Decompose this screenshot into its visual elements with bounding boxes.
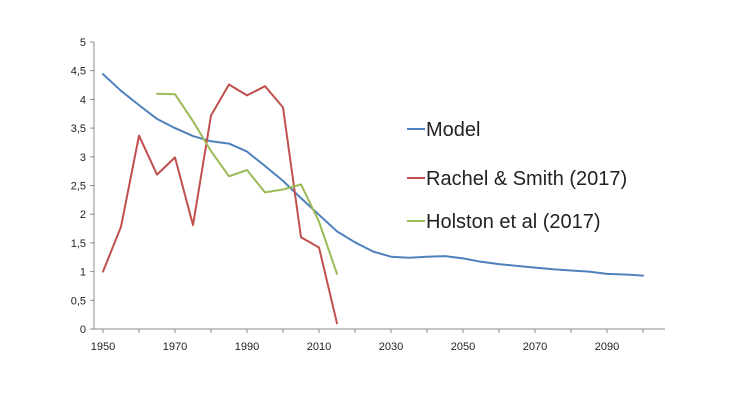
x-tick-label: 1970 (163, 341, 187, 353)
y-tick-label: 4 (80, 94, 86, 106)
y-tick-label: 3,5 (71, 123, 86, 135)
legend-label-model: Model (426, 119, 480, 141)
y-tick-label: 0 (80, 324, 86, 336)
y-tick-label: 4,5 (71, 66, 86, 78)
legend-label-rachel-smith-2017: Rachel & Smith (2017) (426, 168, 627, 190)
series-line-rachel-smith-2017 (102, 83, 338, 325)
y-tick-label: 5 (80, 37, 86, 49)
y-tick-label: 3 (80, 152, 86, 164)
x-tick-label: 1990 (235, 341, 259, 353)
x-tick-label: 1950 (91, 341, 115, 353)
x-tick-label: 2030 (379, 341, 403, 353)
x-tick-label: 2070 (523, 341, 547, 353)
y-tick-label: 1 (80, 267, 86, 279)
y-axis-ticks: 0 0,5 1 1,5 2 2,5 3 3,5 4 4,5 5 (71, 37, 94, 336)
x-tick-label: 2010 (307, 341, 331, 353)
y-tick-label: 0,5 (71, 295, 86, 307)
series-lines (102, 73, 644, 325)
series-line-model (102, 73, 644, 277)
series-line-holston-et-al-2017 (156, 92, 338, 275)
y-tick-label: 2,5 (71, 181, 86, 193)
legend: Model Rachel & Smith (2017) Holston et al … (407, 119, 627, 233)
y-tick-label: 1,5 (71, 238, 86, 250)
x-tick-label: 2090 (595, 341, 619, 353)
x-axis-ticks: 1950 1970 1990 2010 2030 2050 2070 2090 (91, 329, 644, 353)
legend-label-holston-et-al-2017: Holston et al (2017) (426, 211, 601, 233)
x-tick-label: 2050 (451, 341, 475, 353)
y-tick-label: 2 (80, 209, 86, 221)
